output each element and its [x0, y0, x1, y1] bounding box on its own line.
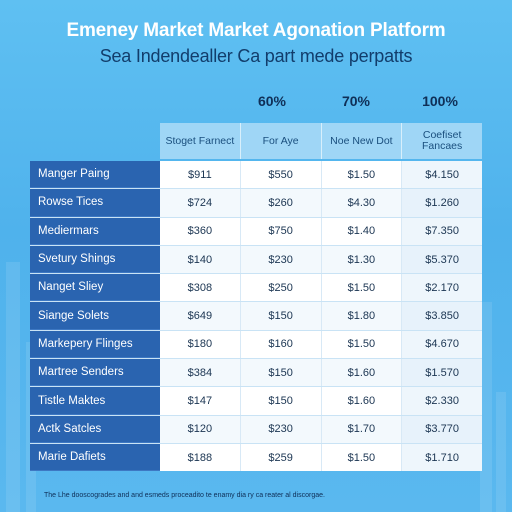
page-title: Emeney Market Market Agonation Platform — [66, 20, 446, 41]
table-cell: $750 — [240, 217, 322, 245]
table-cell: $1.570 — [402, 359, 482, 387]
row-label: Siange Solets — [30, 302, 160, 330]
table-cell: $1.30 — [321, 245, 403, 274]
table-cell: $230 — [240, 245, 322, 274]
table-cell: $230 — [240, 415, 322, 443]
page-subtitle: Sea Indendealler Ca part mede perpatts — [99, 46, 413, 66]
table-cell: $911 — [160, 161, 241, 189]
table-cell: $150 — [240, 387, 322, 415]
percent-label-100: 100% — [422, 93, 458, 109]
row-label: Mediermars — [30, 217, 160, 245]
table-cell: $1.80 — [321, 302, 403, 330]
table-cell: $3.770 — [402, 415, 482, 443]
table-cell: $5.370 — [402, 245, 482, 274]
row-label: Markepery Flinges — [30, 330, 160, 359]
table-row[interactable]: Rowse Tices $724 $260 $4.30 $1.260 — [30, 189, 482, 218]
table-cell: $1.60 — [321, 359, 403, 387]
table-cell: $1.70 — [321, 415, 403, 443]
table-row[interactable]: Siange Solets $649 $150 $1.80 $3.850 — [30, 302, 482, 331]
row-label: Rowse Tices — [30, 189, 160, 217]
table-header: Stoget Farnect For Aye Noe New Dot Coefi… — [160, 123, 482, 159]
table-cell: $4.670 — [402, 330, 482, 359]
table-row[interactable]: Tistle Maktes $147 $150 $1.60 $2.330 — [30, 387, 482, 416]
table-row[interactable]: Nanget Sliey $308 $250 $1.50 $2.170 — [30, 274, 482, 303]
table-cell: $308 — [160, 274, 241, 302]
table-cell: $1.60 — [321, 387, 403, 415]
table-cell: $724 — [160, 189, 241, 217]
table-cell: $1.260 — [402, 189, 482, 217]
footnote: The Lhe dooscogrades and and esmeds proc… — [44, 492, 325, 499]
column-header[interactable]: For Aye — [241, 123, 322, 159]
table-row[interactable]: Markepery Flinges $180 $160 $1.50 $4.670 — [30, 330, 482, 360]
table-cell: $150 — [240, 302, 322, 330]
row-label: Martree Senders — [30, 359, 160, 387]
table-cell: $1.50 — [321, 274, 403, 302]
table-row[interactable]: Actk Satcles $120 $230 $1.70 $3.770 — [30, 415, 482, 444]
table-cell: $150 — [240, 359, 322, 387]
percent-label-70: 70% — [341, 93, 371, 109]
table-cell: $260 — [240, 189, 322, 217]
table-cell: $1.50 — [321, 161, 403, 189]
table-row[interactable]: Manger Paing $911 $550 $1.50 $4.150 — [30, 161, 482, 190]
percent-label-60: 60% — [257, 93, 287, 109]
table-row[interactable]: Mediermars $360 $750 $1.40 $7.350 — [30, 217, 482, 246]
table-cell: $259 — [240, 443, 322, 472]
table-cell: $180 — [160, 330, 241, 359]
pricing-table: Manger Paing $911 $550 $1.50 $4.150 Rows… — [30, 161, 482, 472]
table-cell: $7.350 — [402, 217, 482, 245]
table-cell: $120 — [160, 415, 241, 443]
table-cell: $649 — [160, 302, 241, 330]
table-cell: $384 — [160, 359, 241, 387]
row-label: Nanget Sliey — [30, 274, 160, 302]
table-cell: $250 — [240, 274, 322, 302]
table-cell: $1.50 — [321, 330, 403, 359]
table-cell: $1.710 — [402, 443, 482, 472]
row-label: Manger Paing — [30, 161, 160, 189]
table-row[interactable]: Svetury Shings $140 $230 $1.30 $5.370 — [30, 245, 482, 275]
table-cell: $360 — [160, 217, 241, 245]
table-cell: $3.850 — [402, 302, 482, 330]
table-row[interactable]: Marie Dafiets $188 $259 $1.50 $1.710 — [30, 443, 482, 472]
table-cell: $2.330 — [402, 387, 482, 415]
column-header[interactable]: Coefiset Fancaes — [421, 129, 463, 152]
column-header[interactable]: Noe New Dot — [322, 123, 403, 159]
row-label: Marie Dafiets — [30, 443, 160, 472]
table-cell: $4.30 — [321, 189, 403, 217]
row-label: Svetury Shings — [30, 245, 160, 274]
row-label: Actk Satcles — [30, 415, 160, 443]
table-row[interactable]: Martree Senders $384 $150 $1.60 $1.570 — [30, 359, 482, 388]
table-cell: $140 — [160, 245, 241, 274]
table-cell: $550 — [240, 161, 322, 189]
table-cell: $1.50 — [321, 443, 403, 472]
row-label: Tistle Maktes — [30, 387, 160, 415]
table-cell: $160 — [240, 330, 322, 359]
table-cell: $147 — [160, 387, 241, 415]
column-header[interactable]: Stoget Farnect — [160, 123, 241, 159]
table-cell: $4.150 — [402, 161, 482, 189]
table-cell: $188 — [160, 443, 241, 472]
table-cell: $2.170 — [402, 274, 482, 302]
table-cell: $1.40 — [321, 217, 403, 245]
